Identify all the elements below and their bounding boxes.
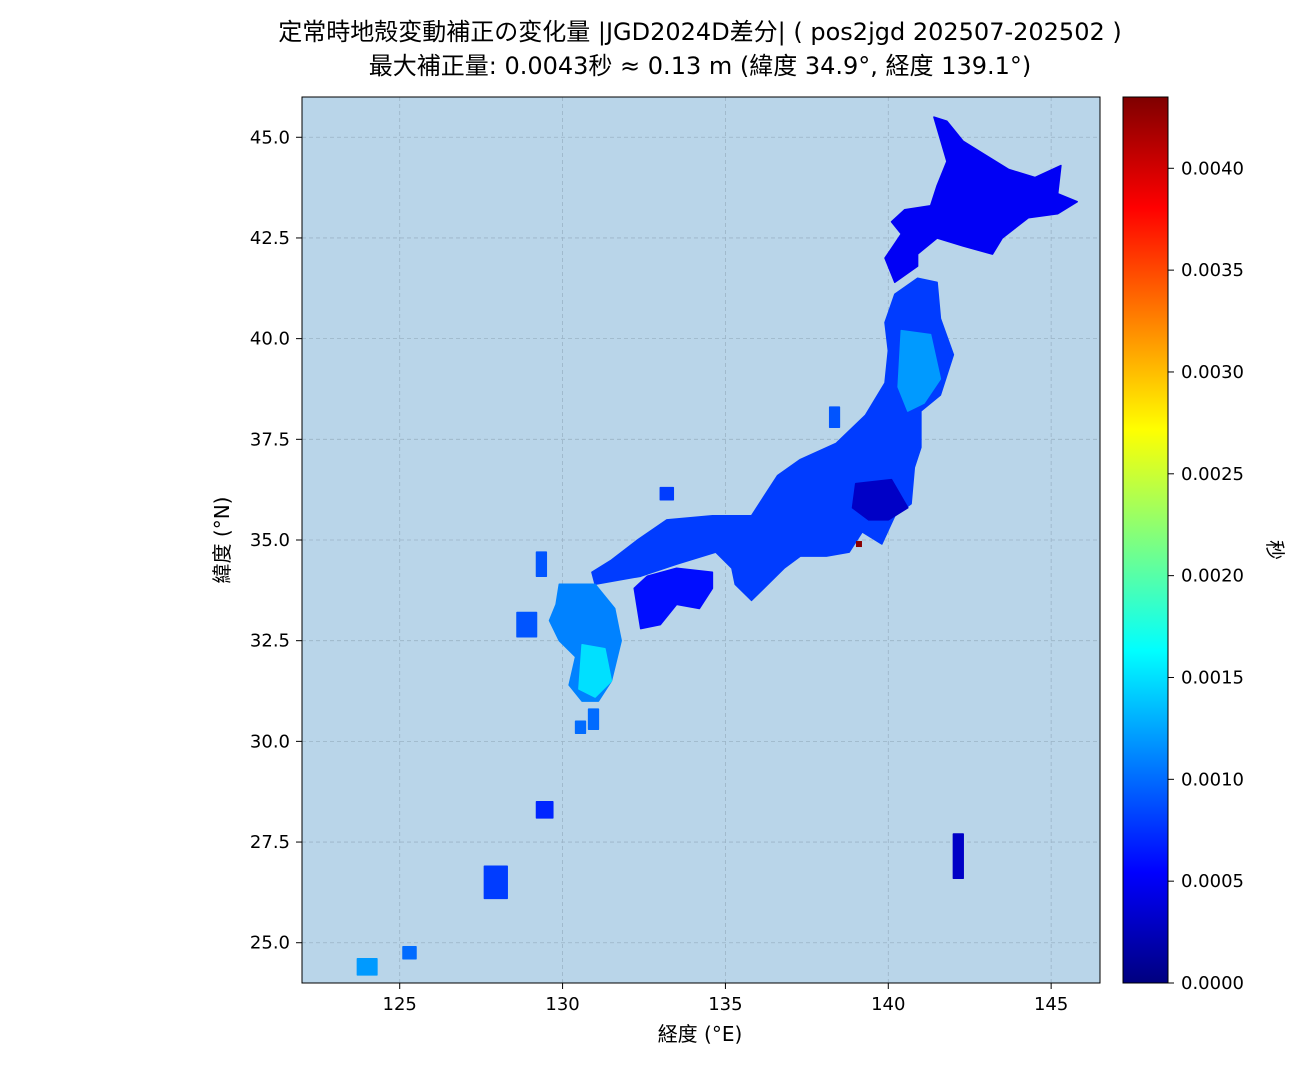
- colorbar-tick-label: 0.0040: [1181, 158, 1244, 179]
- y-axis-label: 緯度 (°N): [210, 497, 234, 584]
- land-region: [633, 567, 714, 630]
- land-region: [587, 708, 600, 731]
- y-tick-label: 27.5: [250, 832, 290, 853]
- land-region: [952, 833, 964, 880]
- land-region: [402, 946, 417, 960]
- land-layer: [356, 116, 1078, 976]
- land-region: [356, 958, 378, 976]
- x-tick-label: 140: [871, 994, 905, 1015]
- land-region: [659, 486, 675, 501]
- land-region: [535, 551, 548, 577]
- colorbar-tick-label: 0.0035: [1181, 260, 1244, 281]
- x-axis-label: 経度 (°E): [658, 1022, 743, 1046]
- colorbar-tick-label: 0.0025: [1181, 464, 1244, 485]
- land-region: [884, 116, 1078, 284]
- colorbar-tick-label: 0.0015: [1181, 667, 1244, 688]
- y-tick-label: 42.5: [250, 228, 290, 249]
- colorbar: [1122, 96, 1169, 984]
- x-tick-label: 135: [708, 994, 742, 1015]
- colorbar-tick-label: 0.0010: [1181, 769, 1244, 790]
- land-region: [828, 406, 841, 428]
- colorbar-ticks: 0.0000 0.0005 0.0010 0.0015 0.0020 0.0025 0.00…: [1168, 158, 1244, 994]
- land-region: [483, 865, 508, 900]
- land-region: [574, 720, 587, 735]
- y-tick-label: 25.0: [250, 933, 290, 954]
- y-tick-label: 30.0: [250, 731, 290, 752]
- land-region: [578, 643, 613, 698]
- y-tick-label: 40.0: [250, 329, 290, 350]
- land-region: [535, 801, 554, 819]
- land-region: [591, 277, 955, 602]
- x-tick-label: 125: [383, 994, 417, 1015]
- y-tick-label: 35.0: [250, 530, 290, 551]
- x-tick-label: 145: [1034, 994, 1068, 1015]
- land-region: [897, 329, 942, 412]
- chart-subtitle: 最大補正量: 0.0043秒 ≈ 0.13 m (緯度 34.9°, 経度 13…: [368, 52, 1032, 80]
- x-tick-label: 130: [545, 994, 579, 1015]
- land-region: [516, 611, 538, 638]
- colorbar-tick-label: 0.0020: [1181, 566, 1244, 587]
- colorbar-tick-label: 0.0000: [1181, 973, 1244, 994]
- y-tick-label: 37.5: [250, 429, 290, 450]
- land-region: [851, 478, 909, 521]
- axes: 125 130 135 140 145 25.0 27.5 30.0 32.5 35.0 37.5 4…: [250, 127, 1068, 1015]
- y-tick-label: 45.0: [250, 127, 290, 148]
- colorbar-tick-label: 0.0030: [1181, 362, 1244, 383]
- y-tick-label: 32.5: [250, 631, 290, 652]
- colorbar-label: 秒: [1263, 540, 1287, 560]
- chart-title: 定常時地殻変動補正の変化量 |JGD2024D差分| ( pos2jgd 202…: [278, 18, 1122, 46]
- max-correction-point: [855, 541, 862, 548]
- colorbar-tick-label: 0.0005: [1181, 871, 1244, 892]
